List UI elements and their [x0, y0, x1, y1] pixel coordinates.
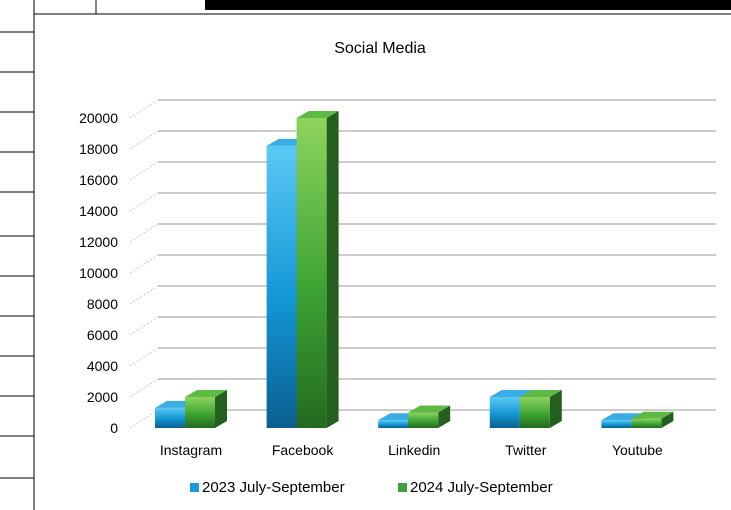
x-tick-label: Instagram — [160, 442, 222, 458]
x-tick-label: Facebook — [272, 442, 334, 458]
left-ruler — [0, 31, 34, 479]
top-dark-bar — [205, 0, 731, 10]
x-axis-categories: Instagram Facebook Linkedin Twitter Youtube — [160, 442, 663, 458]
gridline-depth — [129, 347, 159, 367]
chart-title: Social Media — [334, 40, 426, 57]
gridline-depth — [129, 285, 159, 305]
y-tick-label: 2000 — [87, 389, 118, 405]
gridline-depth — [129, 378, 159, 398]
gridline-depth — [129, 254, 159, 274]
bars — [155, 111, 674, 428]
y-tick-label: 18000 — [79, 141, 118, 157]
gridline-depth — [129, 99, 159, 119]
gridline-depth — [129, 192, 159, 212]
gridline-depth — [129, 161, 159, 181]
legend: 2023 July-September 2024 July-September — [190, 479, 553, 496]
gridline-depth — [129, 223, 159, 243]
gridline-depth — [129, 316, 159, 336]
y-tick-label: 8000 — [87, 296, 118, 312]
legend-label: 2023 July-September — [202, 479, 345, 496]
x-tick-label: Twitter — [505, 442, 547, 458]
y-tick-label: 6000 — [87, 327, 118, 343]
y-tick-label: 4000 — [87, 358, 118, 374]
x-tick-label: Linkedin — [388, 442, 440, 458]
y-tick-label: 0 — [110, 420, 118, 436]
bar-instagram-2024 — [185, 390, 227, 428]
legend-item: 2024 July-September — [398, 479, 553, 496]
legend-swatch — [398, 483, 407, 492]
bar-linkedin-2024 — [408, 405, 451, 428]
y-tick-label: 10000 — [79, 265, 118, 281]
bar-twitter-2024 — [519, 390, 562, 428]
y-tick-label: 12000 — [79, 234, 118, 250]
y-tick-label: 16000 — [79, 172, 118, 188]
x-tick-label: Youtube — [612, 442, 663, 458]
gridlines — [129, 99, 716, 429]
bar-facebook-2024 — [296, 111, 339, 428]
gridline-depth — [129, 130, 159, 150]
legend-item: 2023 July-September — [190, 479, 345, 496]
legend-swatch — [190, 483, 199, 492]
bar-youtube-2024 — [631, 411, 674, 428]
y-tick-label: 14000 — [79, 203, 118, 219]
legend-label: 2024 July-September — [410, 479, 553, 496]
y-tick-label: 20000 — [79, 110, 118, 126]
gridline-depth — [129, 409, 159, 429]
y-axis-ticks: 0 2000 4000 6000 8000 10000 12000 14000 16000 180… — [79, 110, 118, 436]
